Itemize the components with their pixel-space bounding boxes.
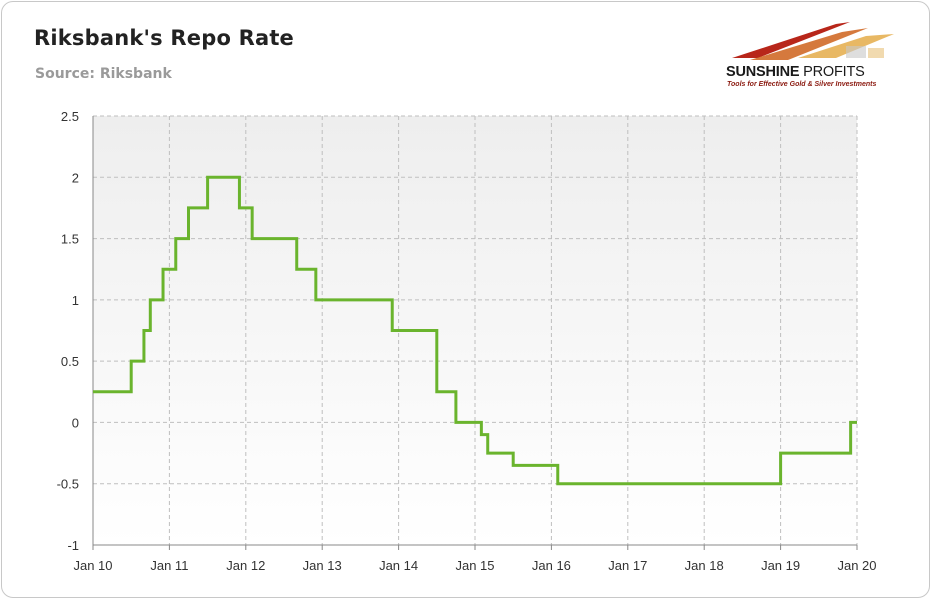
x-tick-label: Jan 11 [150, 558, 188, 573]
x-tick-label: Jan 13 [303, 558, 342, 573]
y-tick-label: 0.5 [61, 354, 79, 369]
logo-tagline: Tools for Effective Gold & Silver Invest… [727, 81, 877, 88]
logo-swoosh-icon [732, 22, 894, 60]
y-tick-label: 1.5 [61, 232, 79, 247]
y-tick-label: 1 [72, 293, 79, 308]
y-tick-label: 2.5 [61, 109, 79, 124]
x-tick-label: Jan 10 [73, 558, 112, 573]
x-tick-label: Jan 15 [455, 558, 494, 573]
x-tick-label: Jan 12 [226, 558, 265, 573]
y-axis-tick-labels: 2.5 2 1.5 1 0.5 0 -0.5 -1 [57, 109, 79, 553]
y-tick-label: -1 [67, 538, 79, 553]
logo-wordmark: SUNSHINE PROFITS [726, 64, 865, 80]
sunshine-profits-logo: SUNSHINE PROFITS Tools for Effective Gol… [718, 18, 918, 96]
x-tick-label: Jan 18 [685, 558, 724, 573]
x-tick-label: Jan 19 [761, 558, 800, 573]
chart-subtitle: Source: Riksbank [35, 66, 172, 82]
repo-rate-series-line [93, 175, 857, 486]
x-tick-label: Jan 17 [608, 558, 647, 573]
x-axis-tick-labels: Jan 10 Jan 11 Jan 12 Jan 13 Jan 14 Jan 15 Jan … [73, 558, 876, 573]
y-tick-label: -0.5 [57, 477, 79, 492]
y-tick-label: 2 [72, 170, 79, 185]
x-tick-label: Jan 14 [379, 558, 418, 573]
x-tick-label: Jan 16 [532, 558, 571, 573]
x-tick-label: Jan 20 [837, 558, 876, 573]
y-tick-label: 0 [72, 415, 79, 430]
chart-title: Riksbank's Repo Rate [34, 26, 294, 50]
axes [92, 116, 858, 550]
